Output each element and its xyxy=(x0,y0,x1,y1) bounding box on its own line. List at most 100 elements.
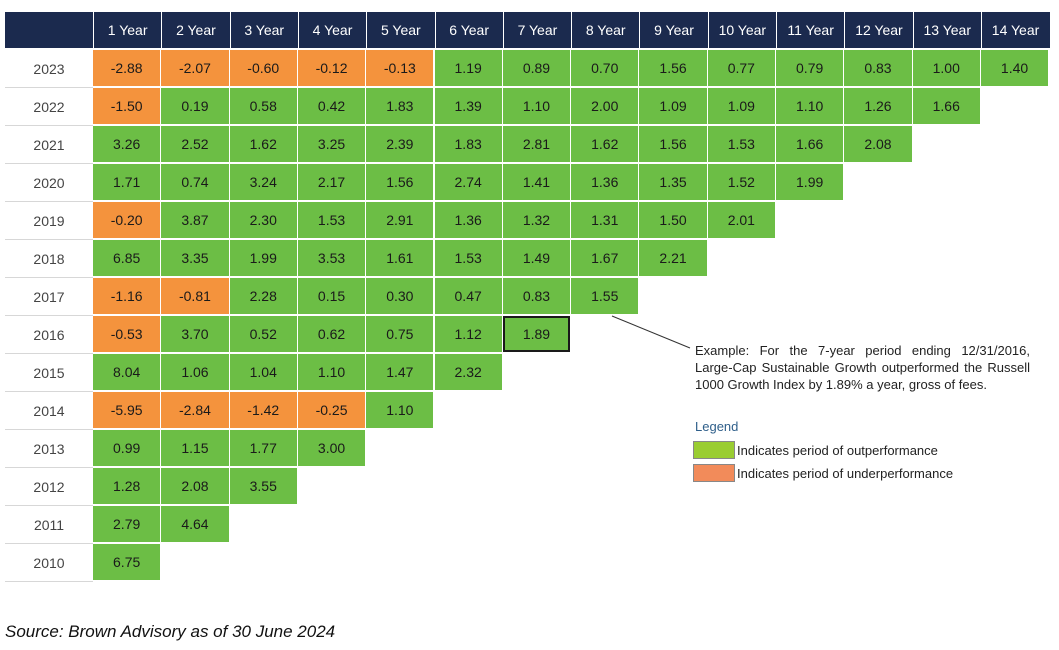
row-year-label: 2017 xyxy=(5,278,93,316)
value-cell: 1.10 xyxy=(776,88,844,124)
column-header: 12 Year xyxy=(844,12,912,48)
value-cell: 1.19 xyxy=(434,50,502,86)
value-cell: 1.99 xyxy=(229,240,297,276)
value-cell: 1.66 xyxy=(912,88,980,124)
row-year-label: 2016 xyxy=(5,316,93,354)
value-cell: 3.53 xyxy=(297,240,366,276)
value-cell: 1.00 xyxy=(912,50,980,86)
value-cell: 1.15 xyxy=(161,430,229,466)
column-header: 3 Year xyxy=(229,12,298,48)
value-cell: 1.53 xyxy=(434,240,502,276)
value-cell: 1.26 xyxy=(844,88,912,124)
value-cell: 1.39 xyxy=(434,88,502,124)
column-header: 10 Year xyxy=(707,12,776,48)
row-year-label: 2020 xyxy=(5,164,93,202)
highlighted-value-cell: 1.89 xyxy=(502,316,571,352)
row-year-label: 2018 xyxy=(5,240,93,278)
value-cell: 3.70 xyxy=(161,316,229,352)
example-annotation: Example: For the 7-year period ending 12… xyxy=(695,343,1030,392)
value-cell: -2.07 xyxy=(161,50,229,86)
value-cell: 3.35 xyxy=(161,240,229,276)
value-cell: 2.08 xyxy=(844,126,912,162)
value-cell: 1.77 xyxy=(229,430,297,466)
source-note: Source: Brown Advisory as of 30 June 202… xyxy=(5,622,336,641)
value-cell: 1.10 xyxy=(502,88,571,124)
header-bar xyxy=(5,12,1050,48)
value-cell: 1.31 xyxy=(571,202,639,238)
row-year-label: 2021 xyxy=(5,126,93,164)
value-cell: 1.10 xyxy=(297,354,366,390)
legend-title: Legend xyxy=(695,419,739,434)
value-cell: 1.35 xyxy=(639,164,707,200)
value-cell: 2.21 xyxy=(639,240,707,276)
value-cell: 1.10 xyxy=(366,392,434,428)
legend-swatch-underperformance xyxy=(693,464,735,482)
value-cell: 3.00 xyxy=(297,430,366,466)
value-cell: 1.67 xyxy=(571,240,639,276)
value-cell: 1.56 xyxy=(366,164,434,200)
column-header: 14 Year xyxy=(980,12,1049,48)
value-cell: 0.19 xyxy=(161,88,229,124)
value-cell: -0.53 xyxy=(93,316,161,352)
value-cell: 1.04 xyxy=(229,354,297,390)
value-cell: 1.09 xyxy=(639,88,707,124)
row-year-label: 2015 xyxy=(5,354,93,392)
value-cell: 2.39 xyxy=(366,126,434,162)
value-cell: -1.42 xyxy=(229,392,297,428)
value-cell: 8.04 xyxy=(93,354,161,390)
value-cell: 2.08 xyxy=(161,468,229,504)
column-header: 7 Year xyxy=(502,12,571,48)
legend-item-outperformance: Indicates period of outperformance xyxy=(693,440,938,460)
column-header: 2 Year xyxy=(161,12,229,48)
value-cell: 0.75 xyxy=(366,316,434,352)
value-cell: 3.24 xyxy=(229,164,297,200)
value-cell: 0.79 xyxy=(776,50,844,86)
value-cell: 1.09 xyxy=(707,88,775,124)
value-cell: 3.55 xyxy=(229,468,297,504)
value-cell: -0.60 xyxy=(229,50,297,86)
column-header: 13 Year xyxy=(912,12,981,48)
value-cell: -0.25 xyxy=(297,392,366,428)
column-header: 4 Year xyxy=(297,12,366,48)
value-cell: 6.75 xyxy=(93,544,161,580)
value-cell: 1.32 xyxy=(502,202,571,238)
value-cell: 3.26 xyxy=(93,126,161,162)
value-cell: 2.01 xyxy=(707,202,775,238)
value-cell: 1.36 xyxy=(434,202,502,238)
value-cell: 0.62 xyxy=(297,316,366,352)
value-cell: 2.81 xyxy=(502,126,571,162)
value-cell: -1.50 xyxy=(93,88,161,124)
value-cell: 0.58 xyxy=(229,88,297,124)
legend-label-outperformance: Indicates period of outperformance xyxy=(737,442,938,458)
row-year-label: 2010 xyxy=(5,544,93,582)
value-cell: 2.17 xyxy=(297,164,366,200)
value-cell: -1.16 xyxy=(93,278,161,314)
value-cell: 0.83 xyxy=(844,50,912,86)
value-cell: 1.52 xyxy=(707,164,775,200)
value-cell: 1.36 xyxy=(571,164,639,200)
row-year-label: 2013 xyxy=(5,430,93,468)
value-cell: 1.55 xyxy=(571,278,639,314)
value-cell: 1.53 xyxy=(297,202,366,238)
value-cell: 2.32 xyxy=(434,354,502,390)
value-cell: -2.84 xyxy=(161,392,229,428)
value-cell: 1.99 xyxy=(776,164,844,200)
value-cell: 1.28 xyxy=(93,468,161,504)
column-header: 9 Year xyxy=(639,12,707,48)
value-cell: 1.53 xyxy=(707,126,775,162)
legend-swatch-outperformance xyxy=(693,441,735,459)
value-cell: 1.56 xyxy=(639,50,707,86)
value-cell: -0.13 xyxy=(366,50,434,86)
column-header: 8 Year xyxy=(571,12,639,48)
value-cell: 0.15 xyxy=(297,278,366,314)
performance-grid: 1 Year 2 Year 3 Year 4 Year 5 Year 6 Year 7 Ye… xyxy=(5,12,1050,582)
value-cell: 1.56 xyxy=(639,126,707,162)
value-cell: 1.62 xyxy=(571,126,639,162)
value-cell: 1.06 xyxy=(161,354,229,390)
value-cell: -5.95 xyxy=(93,392,161,428)
value-cell: 1.61 xyxy=(366,240,434,276)
value-cell: 0.52 xyxy=(229,316,297,352)
value-cell: 0.89 xyxy=(502,50,571,86)
value-cell: -0.20 xyxy=(93,202,161,238)
value-cell: 0.47 xyxy=(434,278,502,314)
